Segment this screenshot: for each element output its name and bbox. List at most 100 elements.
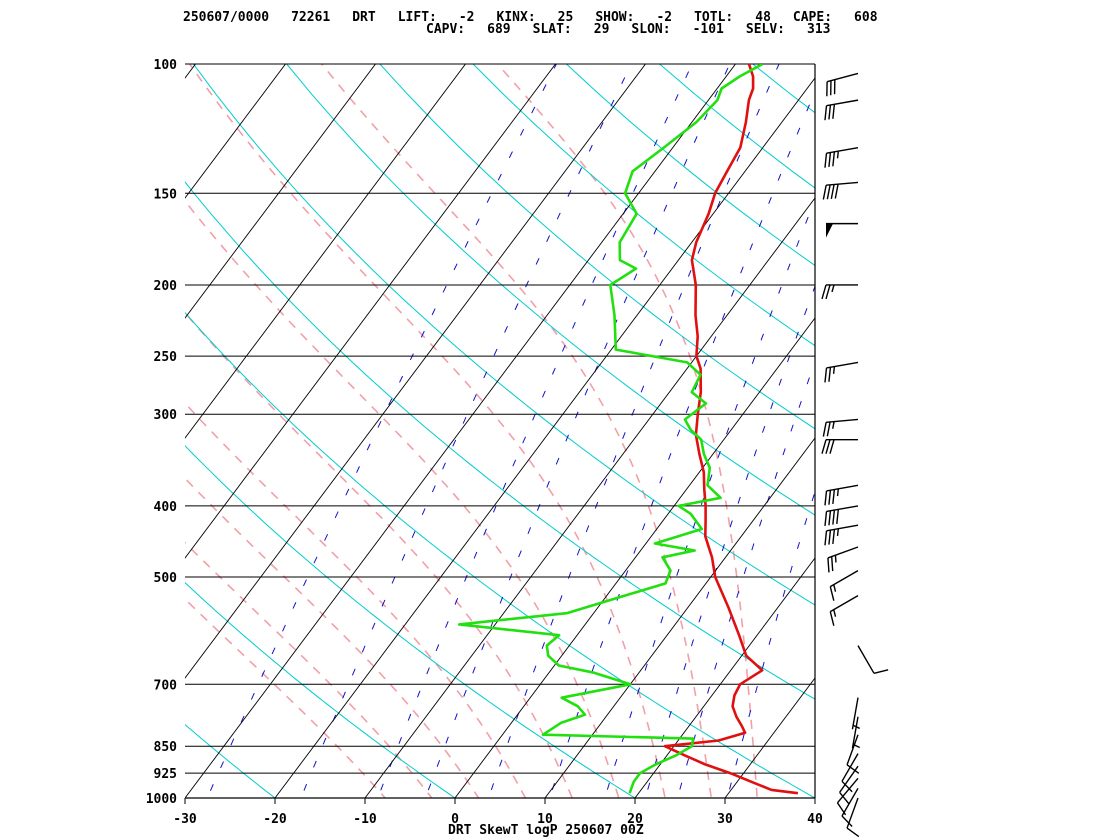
wind-barb	[826, 72, 859, 97]
isotherm-line	[544, 437, 815, 798]
wind-barb	[857, 645, 889, 675]
dry-adiabat-line	[0, 64, 113, 814]
dry-adiabat-line	[192, 64, 815, 606]
moist-adiabat-line	[185, 402, 527, 798]
mixing-ratio-line	[676, 359, 815, 798]
header-label: DRT	[352, 10, 376, 25]
isotherm-line	[185, 64, 736, 798]
moist-adiabats	[185, 64, 759, 798]
temperature-tick-label: 0	[451, 812, 459, 827]
dry-adiabats	[0, 64, 815, 814]
wind-barb	[821, 284, 858, 300]
header-label: CAPV:	[426, 22, 466, 37]
mixing-ratio-lines	[206, 64, 815, 798]
isotherm-line	[634, 557, 815, 798]
isotherm-line	[185, 64, 286, 199]
header-label: TOTL:	[694, 10, 734, 25]
isotherm-line	[0, 64, 106, 798]
moist-adiabat-line	[185, 541, 433, 798]
isotherm-line	[454, 317, 815, 798]
mixing-ratio-line	[644, 284, 815, 798]
dry-adiabat-line	[185, 311, 815, 798]
dry-adiabat-line	[185, 723, 276, 798]
moist-adiabat-line	[189, 64, 666, 798]
wind-barb	[827, 546, 859, 573]
header-label: SHOW:	[595, 10, 635, 25]
pressure-tick-label: 200	[154, 279, 178, 294]
isotherm-line	[185, 64, 466, 439]
pressure-tick-label: 700	[154, 678, 178, 693]
temperature-tick-label: 30	[717, 812, 733, 827]
mixing-ratio-line	[206, 64, 557, 798]
isotherm-line	[185, 64, 376, 319]
chart-title: DRT SkewT logP 250607 00Z	[448, 823, 644, 838]
isotherm-line	[364, 197, 815, 798]
mixing-ratio-line	[424, 64, 731, 798]
pressure-tick-label: 250	[154, 350, 178, 365]
dry-adiabat-line	[566, 64, 815, 267]
wind-barbs	[821, 72, 889, 838]
isotherms	[0, 64, 815, 798]
mixing-ratio-line	[604, 198, 815, 798]
wind-barb	[824, 99, 859, 121]
wind-barb	[826, 222, 858, 238]
wind-barb	[822, 181, 859, 200]
wind-barb	[829, 569, 859, 601]
dewpoint-profile-line	[457, 64, 764, 794]
pressure-tick-label: 400	[154, 500, 178, 515]
pressure-tick-label: 1000	[146, 792, 177, 807]
wind-barb	[821, 439, 858, 454]
moist-adiabat-line	[321, 64, 713, 798]
header-label: SELV:	[745, 22, 786, 37]
pressure-tick-label: 100	[154, 58, 178, 73]
wind-barb	[824, 505, 859, 527]
sounding-profiles	[457, 64, 799, 795]
wind-barb	[846, 734, 860, 774]
pressure-tick-label: 300	[154, 408, 178, 423]
dry-adiabat-line	[379, 64, 815, 430]
isotherm-line	[274, 77, 815, 798]
wind-barb	[824, 146, 859, 168]
isotherm-line	[814, 797, 815, 798]
header-line-2: CAPV: 689 SLAT: 29 SLON: -101 SELV: 313	[426, 23, 831, 36]
moist-adiabat-line	[185, 311, 573, 798]
isobars: 100 150 200 250 300 400 500 700 850 925 1000	[146, 58, 815, 807]
mixing-ratio-line	[300, 64, 632, 798]
temperature-tick-label: 20	[627, 812, 643, 827]
header-value: 48	[755, 10, 771, 25]
temperature-tick-label: -20	[263, 812, 287, 827]
header-value: 689	[487, 22, 511, 37]
axes: -30 -20 -10 0 10 20 30 40	[173, 64, 823, 827]
header-label: SLON:	[631, 22, 671, 37]
header-label: 250607/0000	[183, 10, 270, 25]
moist-adiabat-line	[185, 597, 387, 798]
header-label: SLAT:	[532, 22, 572, 37]
mixing-ratio-line	[549, 90, 815, 798]
wind-barb	[851, 716, 860, 749]
header-value: 608	[854, 10, 878, 25]
pressure-tick-label: 500	[154, 571, 178, 586]
header-value: 25	[557, 10, 574, 25]
header-value: -2	[458, 10, 475, 25]
wind-barb	[839, 765, 859, 805]
isotherm-line	[724, 677, 815, 798]
moist-adiabat-line	[185, 477, 480, 798]
dry-adiabat-line	[185, 181, 815, 700]
temperature-tick-label: -10	[353, 812, 377, 827]
header-label: LIFT:	[397, 10, 437, 25]
mixing-ratio-line	[487, 64, 780, 798]
moist-adiabat-line	[496, 64, 759, 798]
isotherm-line	[185, 64, 646, 679]
temperature-tick-label: 10	[537, 812, 553, 827]
header-value: -2	[656, 10, 673, 25]
dry-adiabat-line	[185, 445, 636, 798]
header-value: 29	[593, 22, 610, 37]
pressure-tick-label: 850	[154, 740, 178, 755]
mixing-ratio-line	[726, 490, 815, 798]
dry-adiabat-line	[286, 64, 815, 516]
wind-barb	[851, 697, 860, 730]
dry-adiabat-line	[659, 64, 815, 189]
dry-adiabat-line	[752, 64, 815, 114]
pressure-tick-label: 925	[154, 767, 177, 782]
